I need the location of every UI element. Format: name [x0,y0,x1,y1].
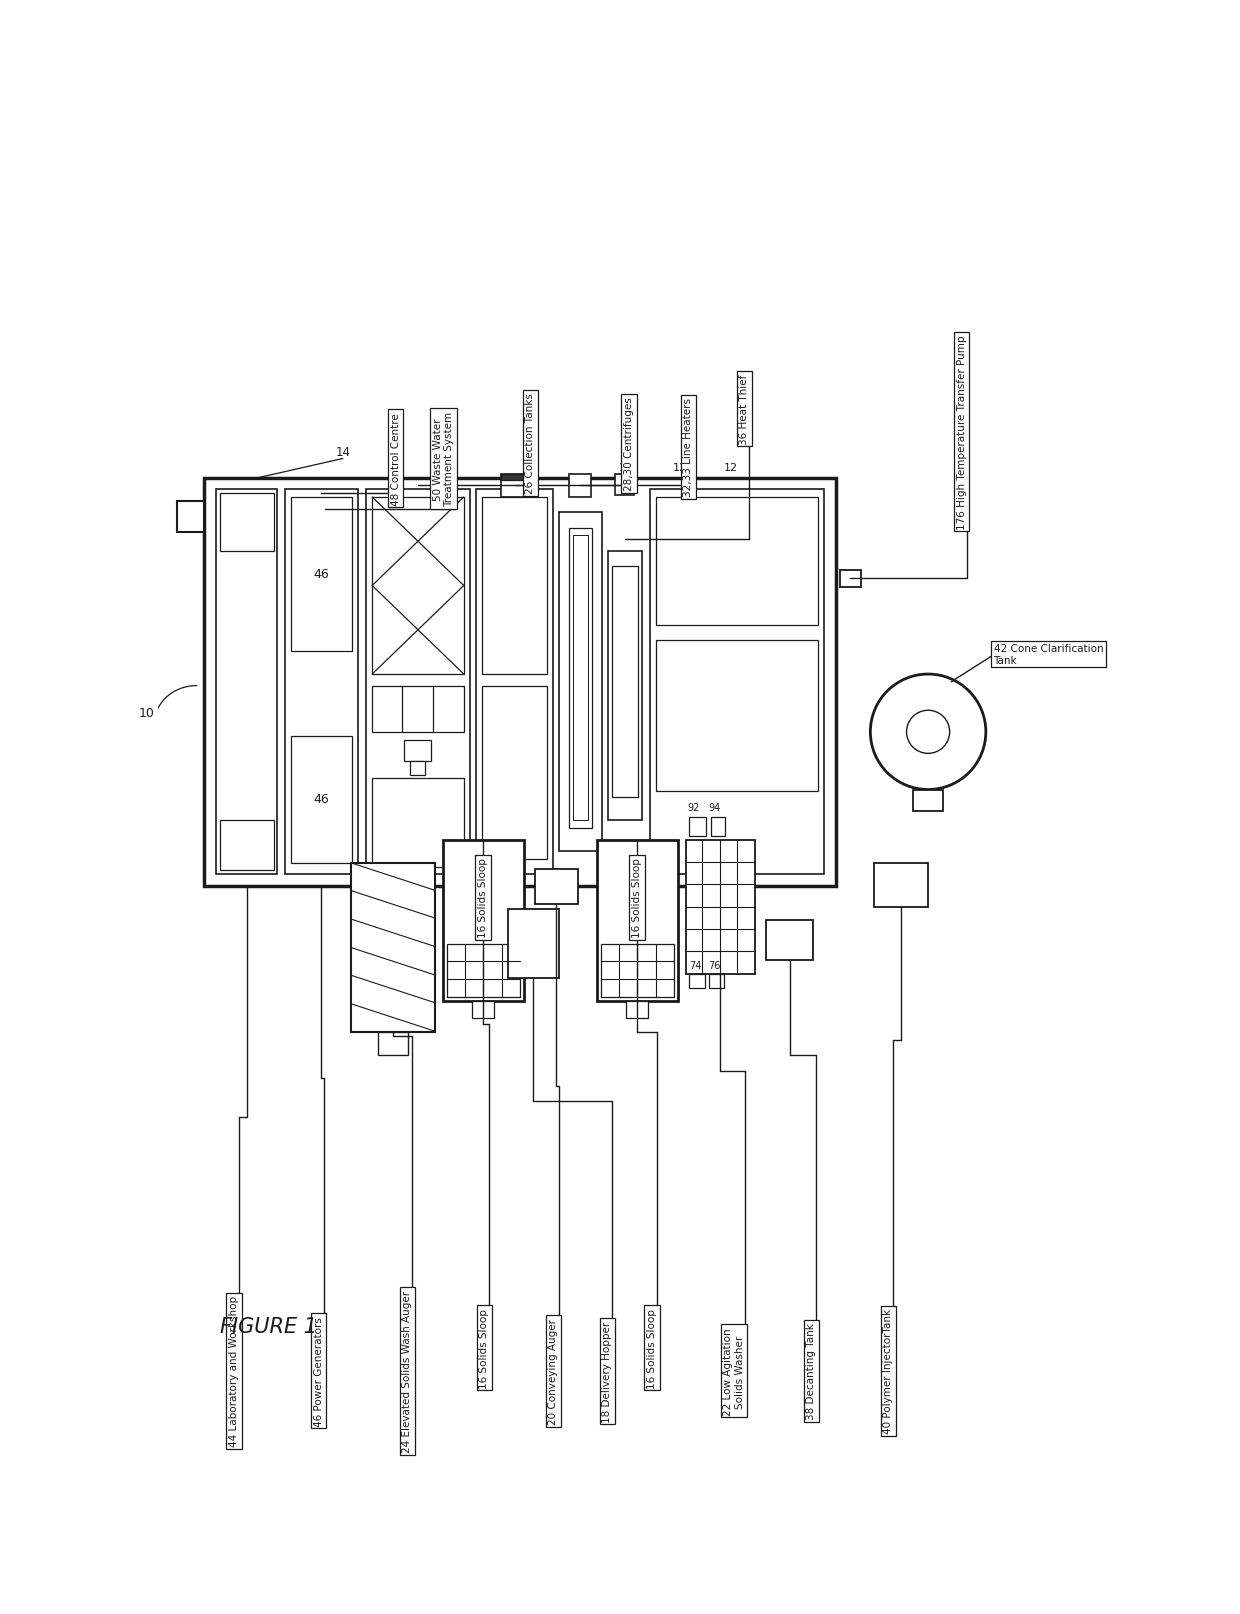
Bar [285,491,358,875]
Text: 22 Low Agitation
Solids Washer: 22 Low Agitation Solids Washer [723,1327,745,1415]
Bar [472,1002,494,1018]
Text: 12: 12 [672,463,687,473]
Bar [874,863,928,907]
Text: 50 Waste Water
Treatment System: 50 Waste Water Treatment System [433,412,455,507]
Bar [443,839,523,1002]
Text: 94: 94 [708,802,720,813]
Text: 74: 74 [689,960,702,970]
Bar [650,491,825,875]
Text: 76: 76 [708,960,720,970]
Bar [177,502,205,533]
Bar [656,641,818,791]
Text: 36 Heat Thief: 36 Heat Thief [739,374,749,444]
Bar [482,686,547,859]
Text: 16 Solids Sloop: 16 Solids Sloop [632,859,642,938]
Text: 26 Collection Tanks: 26 Collection Tanks [526,394,536,494]
Text: 44 Laboratory and Workshop: 44 Laboratory and Workshop [229,1296,239,1446]
Bar [372,497,464,675]
Bar [205,478,836,886]
Bar [608,552,642,822]
Bar [372,686,464,733]
Text: 20 Conveying Auger: 20 Conveying Auger [548,1319,558,1424]
Text: 46: 46 [314,792,330,805]
Bar [626,1002,647,1018]
Text: FIGURE 1: FIGURE 1 [219,1317,317,1336]
Bar [501,475,528,481]
Text: 24 Elevated Solids Wash Auger: 24 Elevated Solids Wash Auger [402,1290,412,1453]
Bar [219,494,274,552]
Bar [839,571,861,587]
Text: 92: 92 [687,802,699,813]
Bar [766,922,812,960]
Bar [410,762,425,775]
Text: 176 High Temperature Transfer Pump: 176 High Temperature Transfer Pump [956,336,967,529]
Bar [372,778,464,867]
Text: 14: 14 [335,445,351,458]
Bar [573,536,588,822]
Text: 12: 12 [724,463,738,473]
Bar [711,817,725,836]
Bar [482,497,547,675]
Text: 42 Cone Clarification
Tank: 42 Cone Clarification Tank [993,644,1104,665]
Bar [446,944,520,997]
Bar [291,497,352,652]
Text: 10: 10 [139,707,155,720]
Bar [476,491,553,875]
Bar [601,944,675,997]
Text: 46 Power Generators: 46 Power Generators [314,1315,324,1425]
Bar [568,528,593,828]
Bar [686,839,755,975]
Text: 16 Solids Sloop: 16 Solids Sloop [647,1307,657,1388]
Text: 40 Polymer InjectorTank: 40 Polymer InjectorTank [883,1309,894,1433]
Bar [708,975,724,989]
Text: 48 Control Centre: 48 Control Centre [391,413,401,505]
Bar [501,475,528,497]
Bar [216,491,278,875]
Bar [291,736,352,863]
Text: 32,33 Line Heaters: 32,33 Line Heaters [683,399,693,497]
Bar [351,863,435,1033]
Text: 16 Solids Sloop: 16 Solids Sloop [479,859,489,938]
Text: 16 Solids Sloop: 16 Solids Sloop [479,1307,490,1388]
Bar [913,791,944,812]
Bar [689,817,707,836]
Bar [615,475,634,495]
Bar [366,491,470,875]
Text: 12: 12 [619,463,632,473]
Bar [613,567,637,797]
Bar [596,839,678,1002]
Text: 18 Delivery Hopper: 18 Delivery Hopper [603,1320,613,1422]
Bar [569,475,590,497]
Bar [536,870,578,904]
Bar [656,497,818,625]
Text: 38 Decanting Tank: 38 Decanting Tank [806,1322,816,1419]
Bar [508,909,558,978]
Bar [219,822,274,872]
Bar [377,1033,408,1056]
Text: 28,30 Centrifuges: 28,30 Centrifuges [624,397,634,491]
Bar [404,741,432,762]
Bar [559,513,601,852]
Bar [689,975,704,989]
Text: 46: 46 [314,568,330,581]
